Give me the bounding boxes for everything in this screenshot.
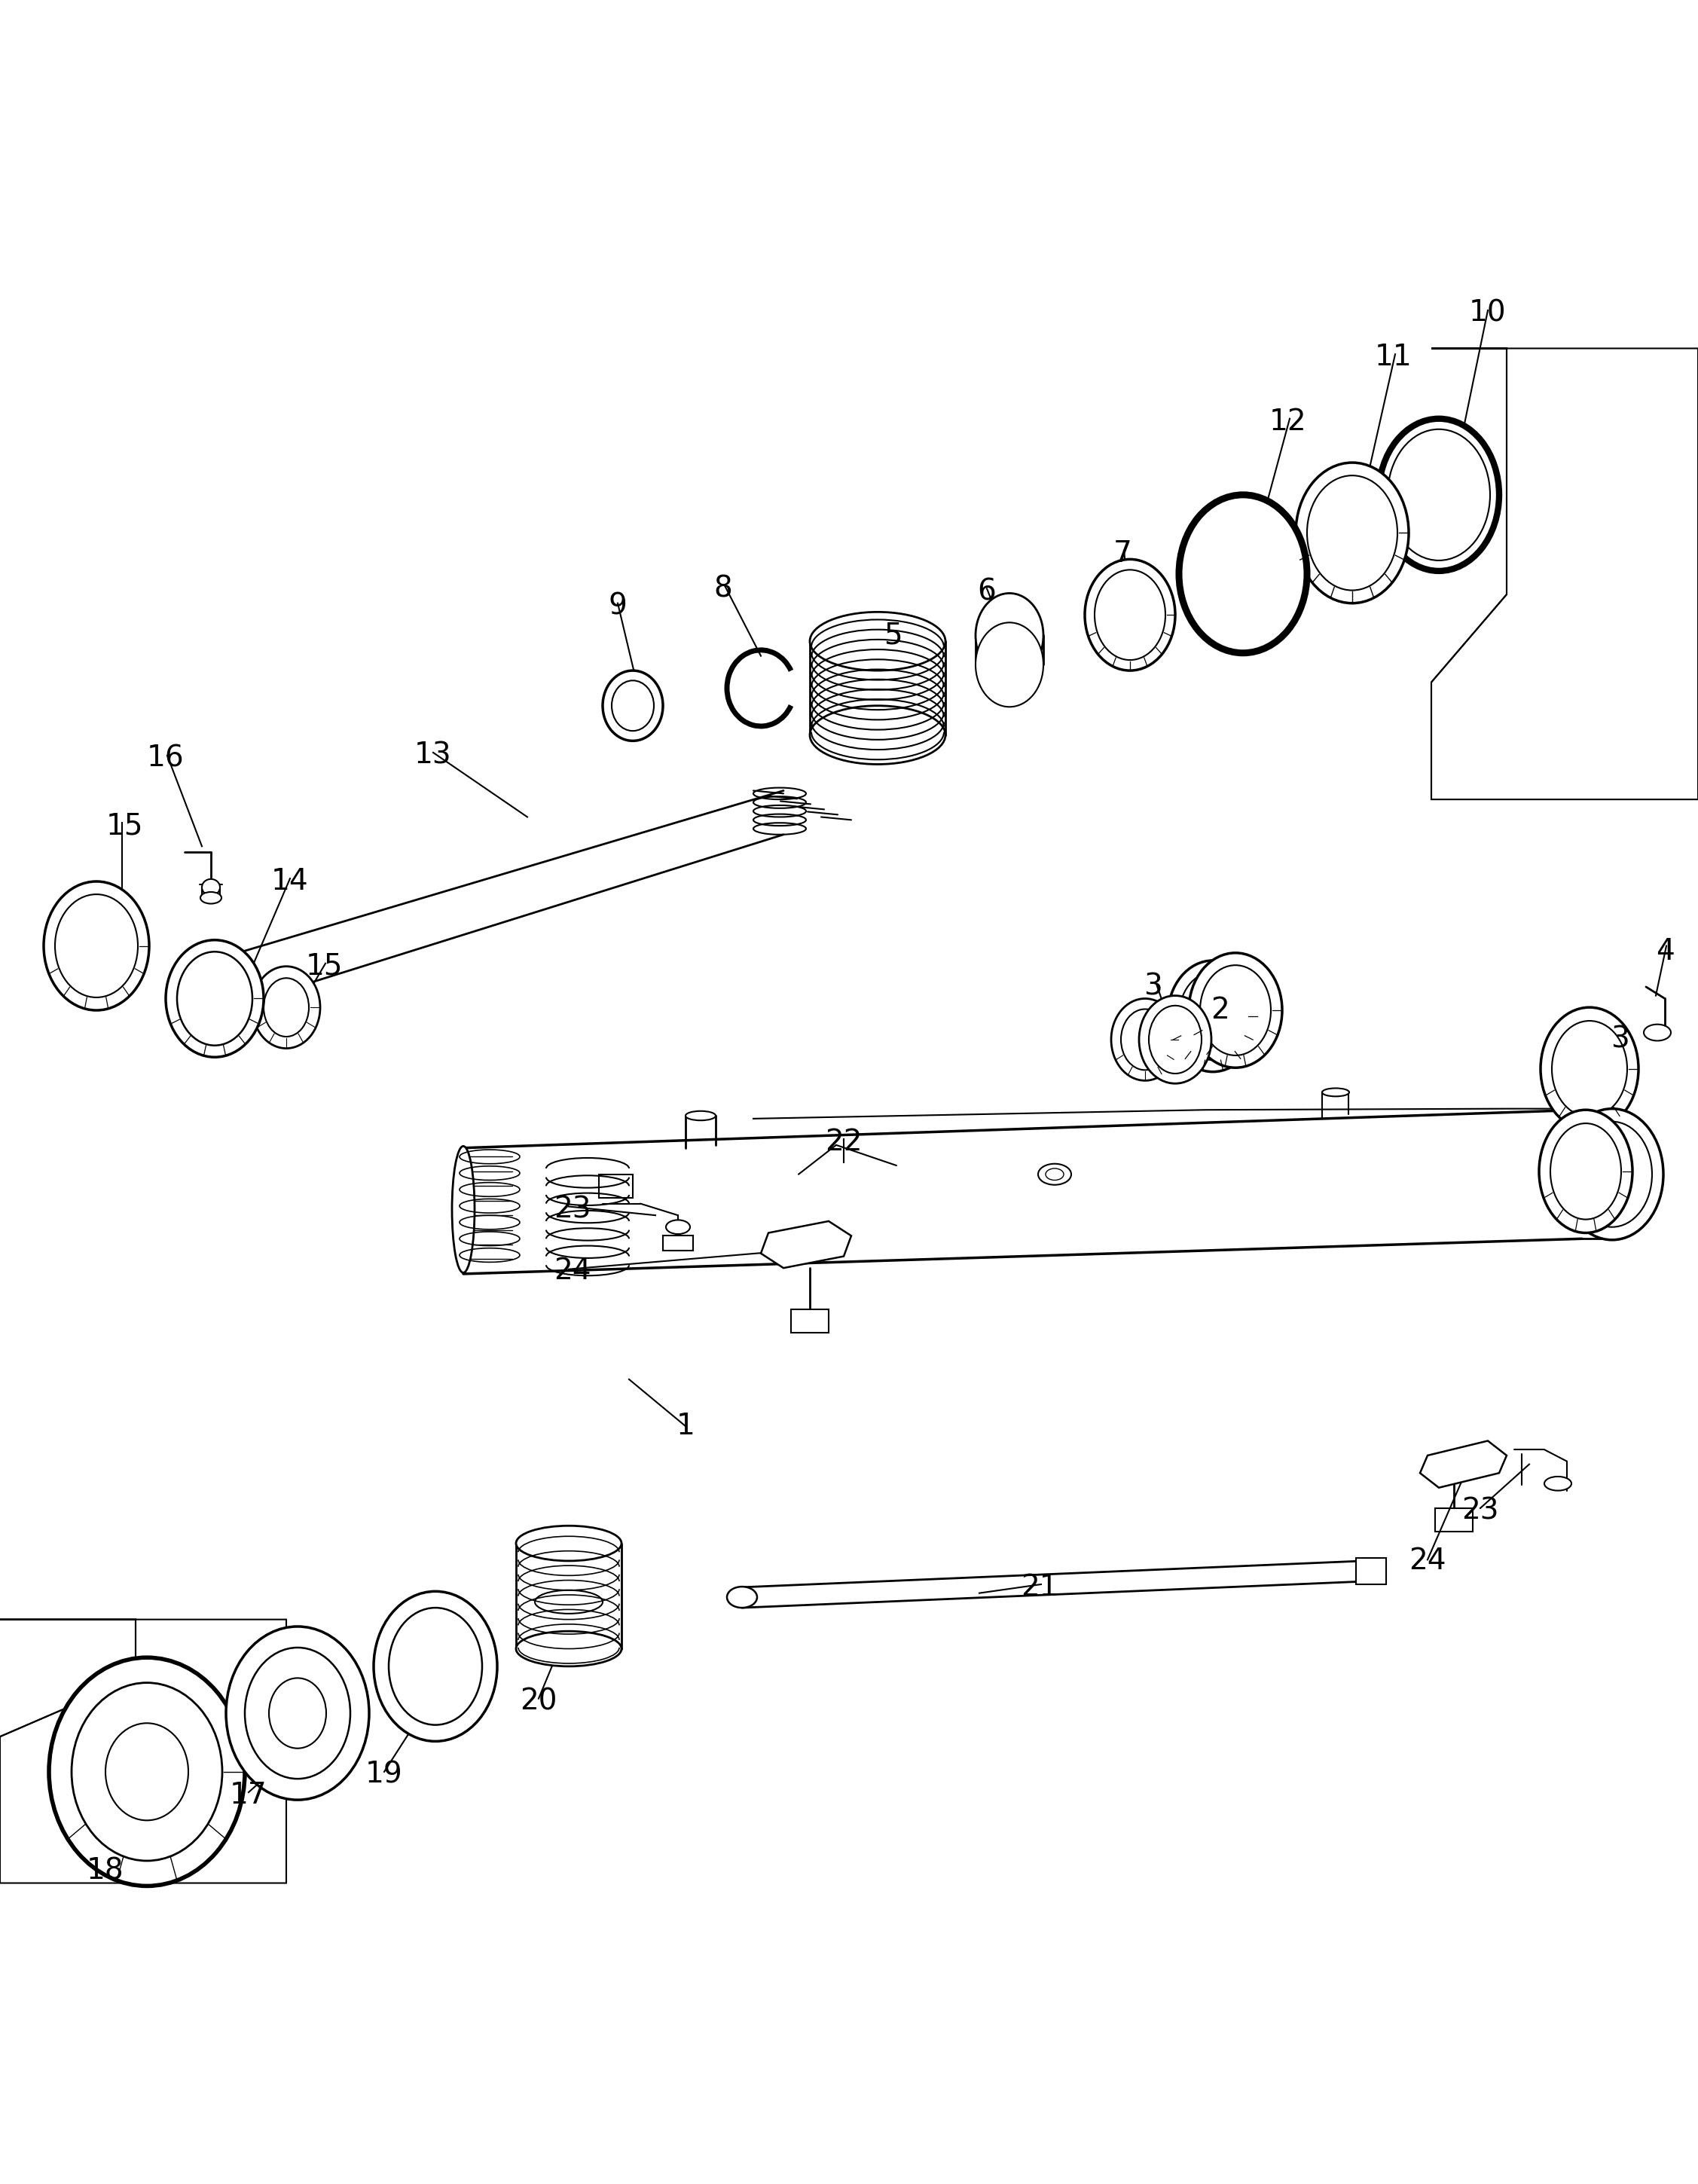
Text: 1: 1	[676, 1411, 694, 1441]
Ellipse shape	[1550, 1123, 1622, 1219]
Polygon shape	[1357, 1557, 1386, 1583]
Text: 13: 13	[414, 740, 452, 769]
Text: 3: 3	[1610, 1024, 1628, 1055]
Ellipse shape	[1121, 1009, 1170, 1070]
Ellipse shape	[1552, 1020, 1627, 1116]
Ellipse shape	[54, 893, 138, 998]
Text: 19: 19	[365, 1760, 402, 1789]
Ellipse shape	[686, 1112, 715, 1120]
Text: 22: 22	[825, 1127, 863, 1155]
Text: 12: 12	[1270, 406, 1307, 437]
Ellipse shape	[253, 965, 321, 1048]
Ellipse shape	[245, 1647, 350, 1778]
Ellipse shape	[976, 594, 1043, 677]
Ellipse shape	[1095, 570, 1165, 660]
Ellipse shape	[1085, 559, 1175, 670]
Ellipse shape	[200, 891, 221, 904]
Text: 24: 24	[554, 1256, 591, 1284]
Ellipse shape	[389, 1607, 482, 1725]
Polygon shape	[599, 1175, 633, 1197]
Ellipse shape	[1307, 476, 1397, 590]
Ellipse shape	[1538, 1109, 1632, 1234]
Ellipse shape	[1139, 996, 1211, 1083]
Ellipse shape	[1540, 1007, 1639, 1131]
Text: 23: 23	[554, 1195, 591, 1223]
Text: 7: 7	[1114, 539, 1133, 568]
Text: 5: 5	[883, 620, 902, 649]
Polygon shape	[1431, 349, 1698, 799]
Text: 14: 14	[272, 867, 309, 895]
Ellipse shape	[1379, 419, 1499, 570]
Text: 23: 23	[1462, 1496, 1499, 1524]
Ellipse shape	[810, 705, 946, 764]
Ellipse shape	[1644, 1024, 1671, 1042]
Ellipse shape	[214, 957, 231, 1011]
Text: 8: 8	[713, 574, 732, 603]
Text: 4: 4	[1656, 937, 1674, 965]
Ellipse shape	[810, 612, 946, 670]
Ellipse shape	[202, 880, 221, 895]
Ellipse shape	[611, 681, 654, 732]
Ellipse shape	[1189, 952, 1282, 1068]
Text: 16: 16	[148, 745, 185, 773]
Ellipse shape	[1168, 961, 1258, 1072]
Ellipse shape	[516, 1631, 621, 1666]
Text: 24: 24	[1409, 1546, 1447, 1575]
Ellipse shape	[1150, 1005, 1202, 1075]
Text: 10: 10	[1469, 299, 1506, 328]
Ellipse shape	[1046, 1168, 1063, 1179]
Ellipse shape	[1296, 463, 1409, 603]
Polygon shape	[0, 1621, 287, 1883]
Ellipse shape	[976, 622, 1043, 708]
Ellipse shape	[268, 1677, 326, 1749]
Ellipse shape	[1178, 496, 1307, 653]
Ellipse shape	[177, 952, 253, 1046]
Ellipse shape	[516, 1527, 621, 1562]
Ellipse shape	[666, 1221, 689, 1234]
Text: 6: 6	[978, 577, 997, 605]
Text: 11: 11	[1375, 343, 1413, 371]
Text: 15: 15	[306, 952, 343, 981]
Ellipse shape	[44, 882, 149, 1011]
Ellipse shape	[1178, 972, 1246, 1059]
Ellipse shape	[49, 1658, 245, 1887]
Polygon shape	[791, 1308, 829, 1332]
Text: 9: 9	[608, 592, 627, 620]
Ellipse shape	[105, 1723, 188, 1821]
Ellipse shape	[374, 1592, 498, 1741]
Text: 3: 3	[1143, 972, 1161, 1000]
Ellipse shape	[1200, 965, 1270, 1055]
Ellipse shape	[226, 1627, 368, 1800]
Ellipse shape	[1543, 1476, 1571, 1492]
Ellipse shape	[452, 1147, 475, 1273]
Text: 20: 20	[520, 1688, 557, 1717]
Ellipse shape	[535, 1590, 603, 1614]
Ellipse shape	[1037, 1164, 1071, 1186]
Ellipse shape	[166, 939, 263, 1057]
Text: 15: 15	[105, 812, 143, 841]
Ellipse shape	[603, 670, 662, 740]
Ellipse shape	[1560, 1109, 1664, 1241]
Ellipse shape	[1323, 1088, 1350, 1096]
Ellipse shape	[727, 1586, 757, 1607]
Ellipse shape	[71, 1682, 222, 1861]
Polygon shape	[761, 1221, 851, 1269]
Polygon shape	[662, 1236, 693, 1251]
Ellipse shape	[1572, 1123, 1652, 1227]
Text: 21: 21	[1020, 1572, 1058, 1601]
Ellipse shape	[263, 978, 309, 1037]
Polygon shape	[1435, 1509, 1472, 1531]
Text: 17: 17	[229, 1780, 267, 1811]
Text: 18: 18	[87, 1856, 124, 1885]
Text: 2: 2	[1211, 996, 1229, 1024]
Polygon shape	[1420, 1441, 1506, 1487]
Ellipse shape	[1110, 998, 1178, 1081]
